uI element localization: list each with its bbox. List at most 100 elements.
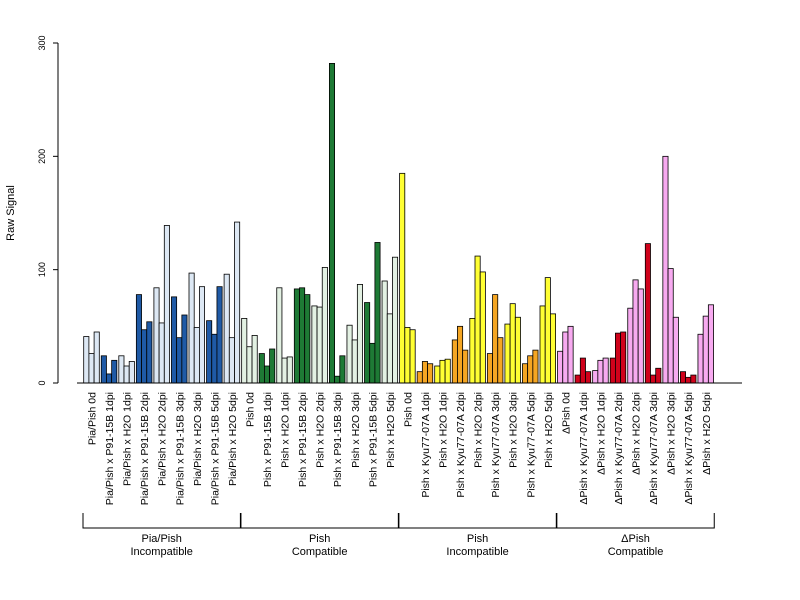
bar [304, 294, 311, 384]
bar [409, 329, 416, 384]
bar [311, 305, 318, 384]
bar [592, 370, 599, 384]
bar [246, 346, 253, 384]
bar [544, 277, 551, 384]
bar [527, 355, 534, 384]
bar [321, 266, 328, 384]
bar [158, 322, 165, 384]
x-tick-label: Pish x H2O 5dpi [543, 392, 555, 468]
bar [539, 305, 546, 384]
bar [339, 355, 346, 384]
group-sublabel: Incompatible [446, 546, 508, 558]
bar [439, 359, 446, 384]
bar [316, 306, 323, 384]
bar [269, 348, 276, 384]
bar [585, 371, 592, 384]
bar [188, 272, 195, 384]
bar [223, 273, 230, 384]
bar [644, 243, 651, 384]
x-tick-label: Pia/Pish x P91-15B 5dpi [209, 392, 221, 505]
bar [667, 268, 674, 384]
y-tick-label: 0 [37, 380, 47, 385]
bar [697, 333, 704, 384]
bar [562, 331, 569, 384]
bar [462, 349, 469, 384]
x-tick-label: ΔPish x Kyu77-07A 2dpi [613, 392, 625, 505]
bar [123, 365, 130, 384]
group-brackets: Pia/PishIncompatiblePishCompatiblePishIn… [82, 513, 715, 558]
bar [258, 353, 265, 384]
bar [655, 367, 662, 384]
bar [153, 287, 160, 384]
bar [685, 376, 692, 384]
bar [276, 287, 283, 384]
bar [111, 359, 118, 384]
x-tick-label: Pia/Pish 0d [87, 392, 99, 445]
bar [171, 296, 178, 384]
group-bracket [556, 513, 715, 529]
bar [474, 255, 481, 384]
bar [421, 361, 428, 384]
bar [597, 359, 604, 384]
group-label: Pish [467, 533, 488, 545]
bar [637, 288, 644, 384]
bar [504, 323, 511, 384]
x-tick-labels: Pia/Pish 0d Pia/Pish x P91-15B 1dpi Pia/Pi… [87, 392, 713, 505]
bar [434, 365, 441, 384]
bar [479, 271, 486, 384]
bar [392, 256, 399, 384]
bar [707, 304, 714, 384]
x-tick-label: Pish x Kyu77-07A 5dpi [525, 392, 537, 498]
x-tick-label: ΔPish x Kyu77-07A 3dpi [648, 392, 660, 505]
bar [574, 374, 581, 384]
bar [627, 307, 634, 384]
bar [486, 353, 493, 384]
x-tick-label: ΔPish x H2O 2dpi [631, 392, 643, 475]
bar [163, 225, 170, 384]
x-tick-label: Pish x P91-15B 2dpi [297, 392, 309, 487]
bar [602, 357, 609, 384]
bar [532, 349, 539, 384]
bar [193, 327, 200, 384]
bar [100, 355, 107, 384]
y-tick-label: 200 [37, 149, 47, 164]
bar [444, 358, 451, 384]
x-tick-label: Pish x H2O 5dpi [385, 392, 397, 468]
bar [369, 342, 376, 384]
bar [567, 325, 574, 384]
group-label: Pia/Pish [142, 533, 182, 545]
bar [251, 334, 258, 384]
bar [351, 339, 358, 384]
bar [146, 321, 153, 384]
bar [234, 221, 241, 384]
group-bracket [398, 513, 557, 529]
x-tick-label: ΔPish x Kyu77-07A 5dpi [683, 392, 695, 505]
bar [106, 373, 113, 384]
bar [216, 286, 223, 384]
x-tick-label: Pish x H2O 2dpi [473, 392, 485, 468]
bar [509, 303, 516, 384]
bar [497, 337, 504, 384]
y-axis: 0 100 200 300 [37, 35, 59, 386]
bar [241, 317, 248, 384]
group-label: ΔPish [621, 533, 650, 545]
group-sublabel: Compatible [292, 546, 348, 558]
y-tick-label: 100 [37, 262, 47, 277]
x-tick-label: ΔPish x H2O 1dpi [595, 392, 607, 475]
bar [579, 357, 586, 384]
bar [457, 325, 464, 384]
x-tick-label: Pish x P91-15B 5dpi [367, 392, 379, 487]
x-tick-label: Pish x P91-15B 1dpi [262, 392, 274, 487]
x-tick-label: Pia/Pish x H2O 2dpi [157, 392, 169, 486]
bar [416, 371, 423, 384]
x-tick-label: Pia/Pish x P91-15B 1dpi [104, 392, 116, 505]
group-sublabel: Incompatible [131, 546, 193, 558]
bar [650, 374, 657, 384]
bar [328, 63, 335, 384]
y-tick-label: 300 [37, 35, 47, 50]
bar [680, 371, 687, 384]
bar [88, 353, 95, 384]
x-tick-label: Pia/Pish x H2O 3dpi [192, 392, 204, 486]
x-tick-label: ΔPish 0d [560, 392, 572, 434]
x-tick-label: Pia/Pish x P91-15B 3dpi [174, 392, 186, 505]
